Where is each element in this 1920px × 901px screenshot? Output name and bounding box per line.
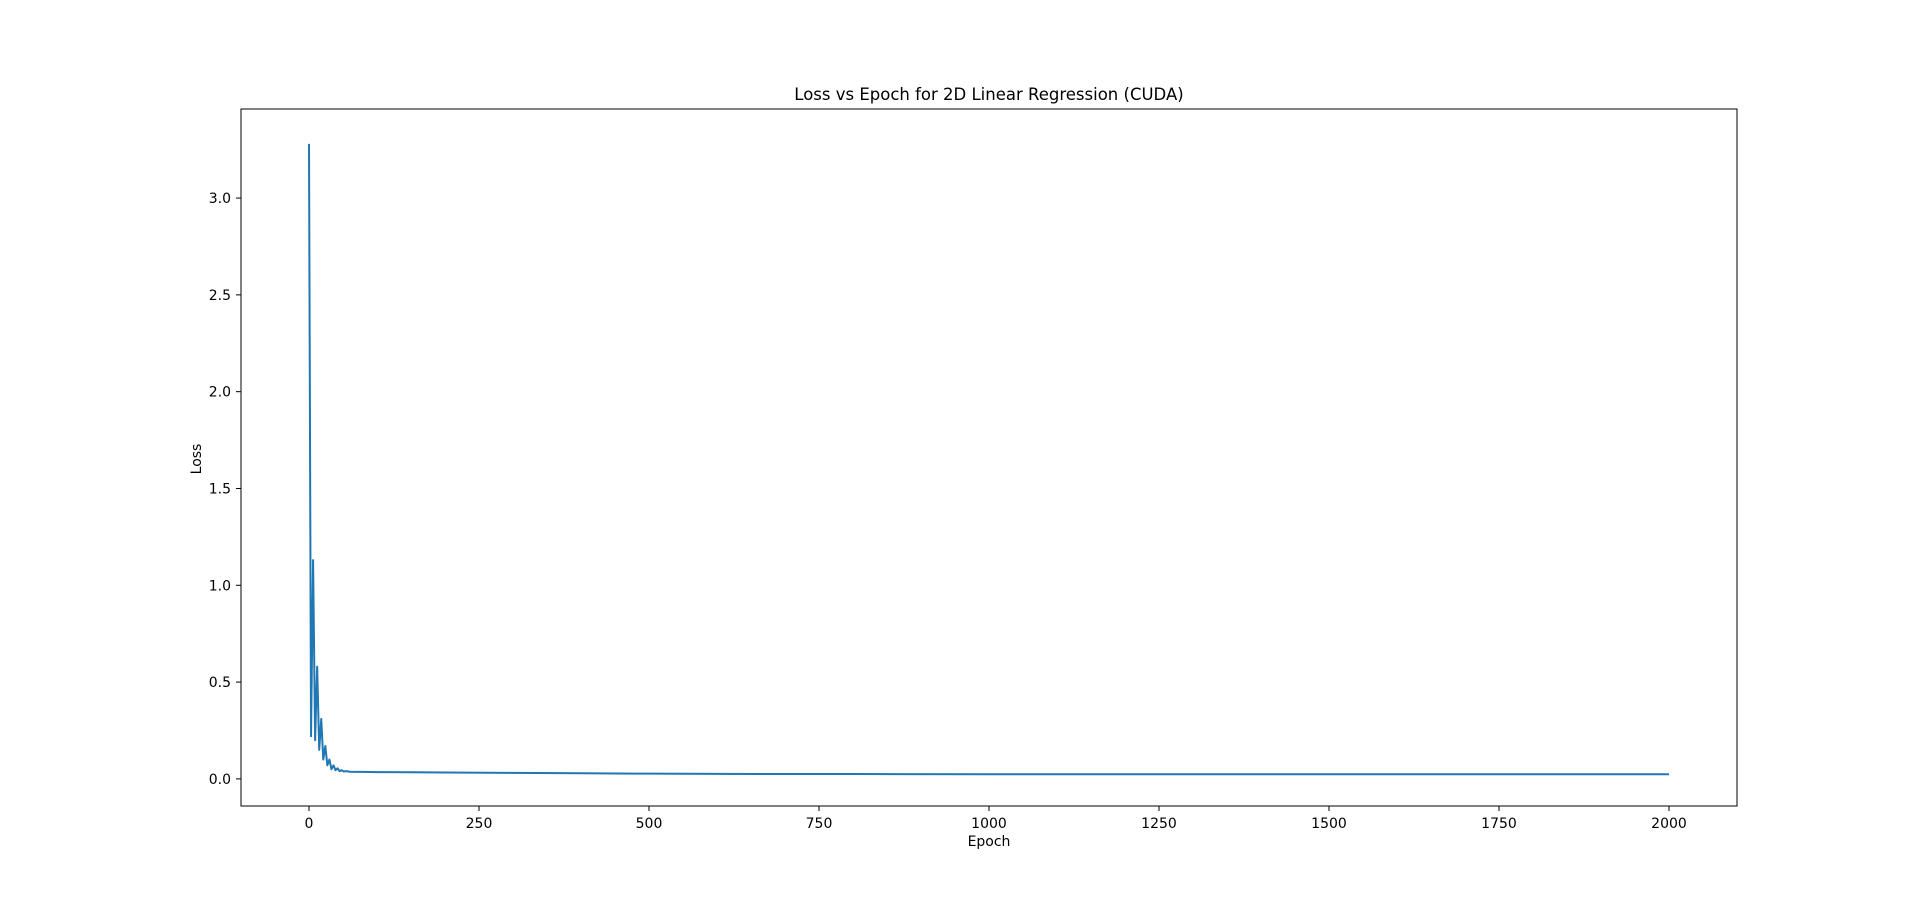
y-axis: 0.0 0.5 1.0 1.5 2.0 2.5 3.0 xyxy=(209,191,241,788)
x-tick-label: 1250 xyxy=(1141,816,1177,832)
x-tick-label: 1750 xyxy=(1481,816,1517,832)
y-axis-label: Loss xyxy=(189,444,205,475)
y-tick-label: 0.0 xyxy=(209,772,231,788)
y-tick-label: 1.5 xyxy=(209,481,231,497)
x-tick-label: 2000 xyxy=(1651,816,1687,832)
y-tick-label: 2.0 xyxy=(209,385,231,401)
y-tick-label: 1.0 xyxy=(209,578,231,594)
chart-title: Loss vs Epoch for 2D Linear Regression (… xyxy=(794,85,1183,104)
x-tick-label: 250 xyxy=(466,816,493,832)
y-tick-label: 2.5 xyxy=(209,288,231,304)
x-axis: 0 250 500 750 1000 1250 1500 1750 2000 xyxy=(305,806,1687,832)
x-tick-label: 1000 xyxy=(971,816,1007,832)
x-tick-label: 1500 xyxy=(1311,816,1347,832)
loss-series-line xyxy=(308,143,1669,776)
x-tick-label: 750 xyxy=(806,816,833,832)
series-layer xyxy=(308,143,1669,776)
x-tick-label: 0 xyxy=(305,816,314,832)
x-tick-label: 500 xyxy=(636,816,663,832)
y-tick-label: 0.5 xyxy=(209,675,231,691)
x-axis-label: Epoch xyxy=(968,834,1011,850)
y-tick-label: 3.0 xyxy=(209,191,231,207)
